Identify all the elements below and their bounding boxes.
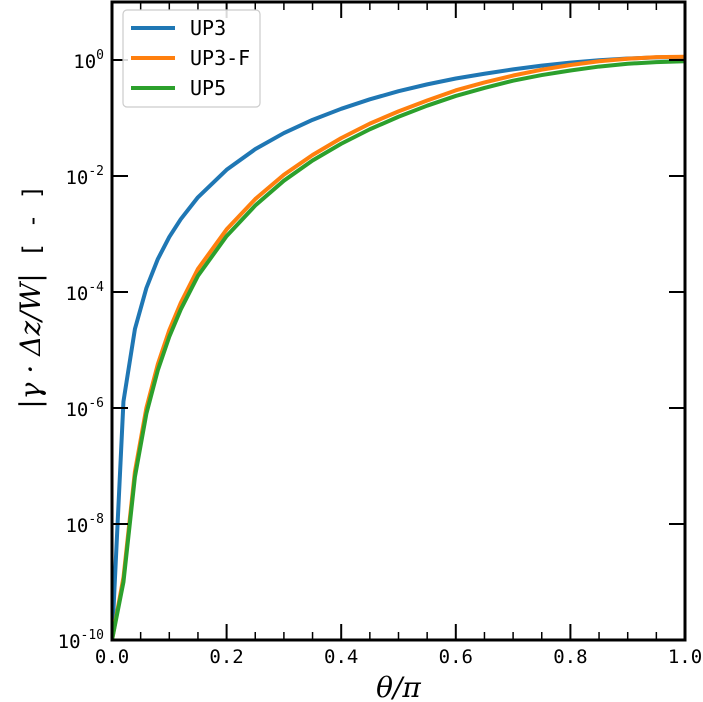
x-tick-label: 1.0: [668, 646, 702, 668]
legend-label-up3: UP3: [190, 16, 226, 40]
y-tick-label: 100: [73, 48, 104, 73]
legend-label-up3f: UP3-F: [190, 46, 250, 70]
legend-box: [122, 9, 261, 108]
x-tick-label: 0.4: [324, 646, 358, 668]
x-tick-label: 0.8: [553, 646, 587, 668]
x-axis-label: θ/π: [376, 671, 421, 702]
x-tick-label: 0.0: [95, 646, 129, 668]
y-tick-label: 10-8: [65, 512, 104, 537]
series-line-up3: [112, 55, 685, 640]
y-tick-label: 10-6: [65, 396, 104, 421]
y-tick-label: 10-4: [65, 280, 104, 305]
x-tick-label: 0.6: [439, 646, 473, 668]
y-axis-unit: [ - ]: [18, 185, 46, 257]
y-tick-label: 10-2: [65, 164, 104, 189]
y-tick-label: 10-10: [58, 628, 104, 653]
legend: UP3 UP3-F UP5: [122, 9, 261, 108]
labels-layer: 0.0 0.2 0.4 0.6 0.8 1.0 10-10 10-8 10-6 10-4 10-2 1…: [14, 48, 702, 702]
y-axis-label-group: |γ · Δz/W| [ - ]: [14, 185, 47, 409]
series-layer: [112, 54, 685, 640]
series-line-up5: [112, 59, 685, 640]
series-line-up3f: [112, 54, 685, 640]
y-axis-label: |γ · Δz/W|: [14, 273, 47, 409]
x-tick-label: 0.2: [209, 646, 243, 668]
legend-label-up5: UP5: [190, 76, 226, 100]
